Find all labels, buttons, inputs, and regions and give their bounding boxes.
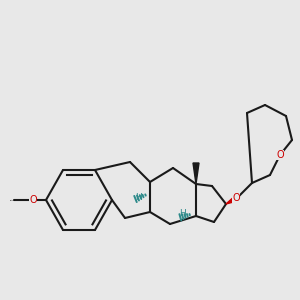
Text: methoxy: methoxy: [10, 200, 16, 201]
Polygon shape: [226, 195, 239, 204]
Text: O: O: [29, 195, 37, 205]
Text: H: H: [135, 193, 141, 202]
Text: O: O: [232, 193, 240, 203]
Text: O: O: [276, 150, 284, 160]
Text: H: H: [178, 208, 185, 217]
Polygon shape: [193, 163, 199, 184]
